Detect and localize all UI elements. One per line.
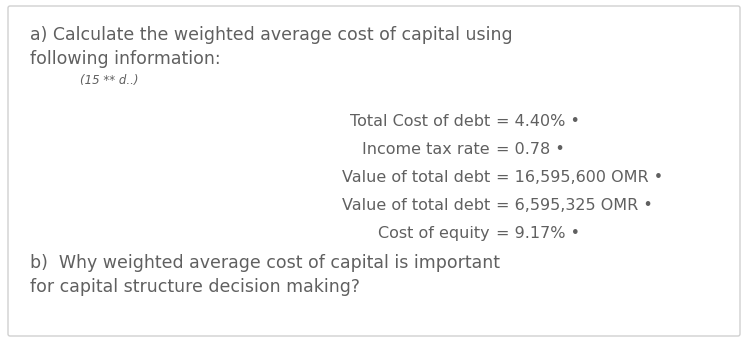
Text: a) Calculate the weighted average cost of capital using
following information:: a) Calculate the weighted average cost o… (30, 26, 513, 68)
Text: Value of total debt: Value of total debt (342, 170, 490, 185)
Text: = 6,595,325 OMR •: = 6,595,325 OMR • (496, 198, 652, 213)
Text: Cost of equity: Cost of equity (378, 226, 490, 241)
Text: Value of total debt: Value of total debt (342, 198, 490, 213)
Text: = 4.40% •: = 4.40% • (496, 114, 580, 129)
FancyBboxPatch shape (8, 6, 740, 336)
Text: Total Cost of debt: Total Cost of debt (350, 114, 490, 129)
Text: = 16,595,600 OMR •: = 16,595,600 OMR • (496, 170, 663, 185)
Text: = 0.78 •: = 0.78 • (496, 142, 565, 157)
Text: (15 ** d..): (15 ** d..) (80, 74, 139, 87)
Text: b)  Why weighted average cost of capital is important
for capital structure deci: b) Why weighted average cost of capital … (30, 254, 500, 296)
Text: = 9.17% •: = 9.17% • (496, 226, 580, 241)
Text: Income tax rate: Income tax rate (362, 142, 490, 157)
